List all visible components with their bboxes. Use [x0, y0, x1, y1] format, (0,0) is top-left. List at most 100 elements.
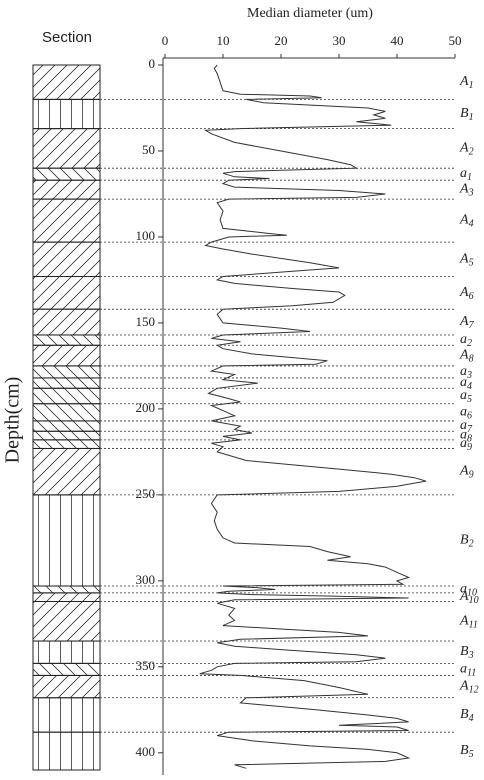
- y-tick-label: 0: [149, 56, 156, 71]
- unit-index: 7: [467, 424, 473, 435]
- section-layer: [32, 167, 101, 181]
- unit-index: 3: [468, 651, 474, 662]
- section-layer: [32, 198, 101, 243]
- unit-name: A: [459, 182, 469, 197]
- section-layer: [32, 308, 101, 336]
- unit-label: a10: [460, 582, 477, 599]
- section-layer: [32, 377, 101, 389]
- unit-index: 1: [469, 112, 474, 123]
- unit-name: a: [460, 662, 467, 677]
- unit-label: A8: [459, 348, 474, 365]
- unit-index: 11: [467, 668, 476, 679]
- unit-name: a: [460, 428, 467, 443]
- unit-label: A12: [459, 679, 479, 696]
- unit-name: A: [459, 464, 469, 479]
- unit-name: a: [460, 375, 467, 390]
- section-layer: [32, 697, 101, 733]
- unit-label: B4: [460, 707, 474, 724]
- unit-index: 2: [467, 338, 472, 349]
- unit-label: a7: [460, 418, 473, 435]
- unit-name: B: [460, 533, 469, 548]
- unit-index: 2: [469, 147, 474, 158]
- section-layer: [32, 98, 101, 130]
- unit-label: a3: [460, 364, 472, 381]
- unit-index: 4: [469, 713, 474, 724]
- unit-name: a: [460, 582, 467, 597]
- unit-label: A1: [459, 74, 474, 91]
- y-axis-title: Depth(cm): [2, 377, 24, 464]
- x-tick-label: 20: [275, 33, 288, 48]
- unit-name: a: [460, 166, 467, 181]
- unit-label: A7: [459, 314, 475, 331]
- unit-index: 9: [467, 442, 472, 453]
- unit-name: a: [460, 436, 467, 451]
- section-layer: [32, 64, 101, 100]
- section-layer: [32, 640, 101, 664]
- section-layer: [32, 403, 101, 422]
- unit-index: 7: [469, 320, 475, 331]
- unit-name: a: [460, 332, 467, 347]
- y-tick-label: 350: [136, 658, 156, 673]
- section-layer: [32, 430, 101, 441]
- section-layer: [32, 365, 101, 379]
- unit-name: a: [460, 418, 467, 433]
- x-tick-label: 30: [333, 33, 346, 48]
- unit-name: a: [460, 364, 467, 379]
- unit-label: a5: [460, 388, 472, 405]
- unit-index: 12: [469, 685, 479, 696]
- unit-label: B3: [460, 644, 474, 661]
- unit-label: A5: [459, 252, 474, 269]
- section-layer: [32, 674, 101, 699]
- unit-index: 5: [467, 394, 472, 405]
- unit-label: a6: [460, 405, 472, 422]
- section-layer: [32, 447, 101, 496]
- unit-name: a: [460, 388, 467, 403]
- section-layer: [32, 179, 101, 200]
- y-tick-label: 200: [136, 400, 156, 415]
- unit-label: A3: [459, 182, 474, 199]
- unit-name: A: [459, 285, 469, 300]
- unit-name: A: [459, 613, 469, 628]
- unit-name: A: [459, 74, 469, 89]
- unit-index: 10: [469, 595, 479, 606]
- unit-name: B: [460, 644, 469, 659]
- unit-name: B: [460, 106, 469, 121]
- unit-label: B5: [460, 743, 474, 760]
- unit-label: a2: [460, 332, 472, 349]
- y-tick-label: 400: [136, 744, 156, 759]
- unit-label: A4: [459, 213, 474, 230]
- section-layer: [32, 592, 101, 602]
- unit-index: 4: [467, 381, 472, 392]
- unit-index: 3: [468, 188, 474, 199]
- unit-label: a8: [460, 428, 472, 445]
- y-tick-label: 250: [136, 486, 156, 501]
- x-tick-label: 0: [162, 33, 169, 48]
- unit-name: a: [460, 405, 467, 420]
- unit-index: 8: [469, 354, 474, 365]
- unit-index: 8: [467, 434, 472, 445]
- x-tick-label: 40: [391, 33, 404, 48]
- section-layer: [32, 334, 101, 346]
- section-layer: [32, 585, 101, 594]
- section-layer: [32, 494, 101, 587]
- section-title: Section: [42, 29, 92, 46]
- x-tick-label: 50: [449, 33, 462, 48]
- unit-index: 6: [469, 291, 474, 302]
- unit-index: 2: [469, 539, 474, 550]
- section-layer: [32, 731, 101, 771]
- unit-label: B2: [460, 533, 474, 550]
- unit-index: 3: [466, 370, 472, 381]
- section-layer: [32, 439, 101, 449]
- section-layer: [32, 600, 101, 642]
- unit-label: A9: [459, 464, 474, 481]
- y-tick-label: 300: [136, 572, 156, 587]
- unit-label: a9: [460, 436, 472, 453]
- unit-name: A: [459, 348, 469, 363]
- unit-name: A: [459, 213, 469, 228]
- y-tick-label: 100: [136, 228, 156, 243]
- unit-index: 11: [469, 620, 478, 631]
- unit-index: 1: [467, 172, 472, 183]
- unit-label: A2: [459, 141, 474, 158]
- unit-index: 10: [467, 588, 477, 599]
- profile-line: [199, 64, 427, 769]
